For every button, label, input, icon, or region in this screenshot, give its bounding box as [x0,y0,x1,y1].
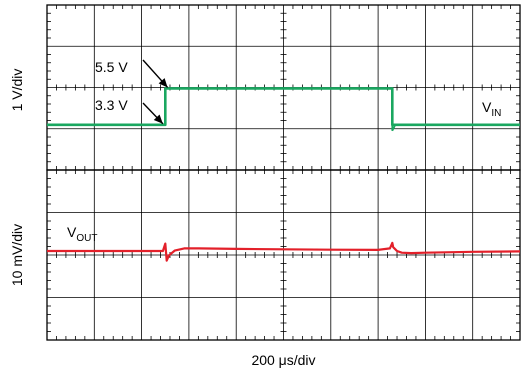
vin-series-label: VIN [482,99,501,119]
vout-label-main: V [67,224,77,240]
vout-label-sub: OUT [76,233,97,244]
bottom-ylabel: 10 mV/div [9,224,25,286]
vin-falling-edge-glitch [391,124,397,132]
panel-frame [46,169,521,341]
top-panel-grid [46,4,521,171]
vout-trace [47,241,521,262]
bottom-panel-grid [46,169,521,341]
annotation-5v5-label: 5.5 V [95,59,128,75]
vin-label-main: V [482,99,492,115]
trace-layer [47,87,521,262]
top-ylabel: 1 V/div [9,69,25,112]
x-scale-label: 200 μs/div [251,352,315,368]
annotation-arrowhead [153,114,163,124]
annotation-arrowhead [158,78,168,88]
vin-trace [47,87,520,127]
annotation-3v3-label: 3.3 V [95,97,128,113]
vin-label-sub: IN [491,108,501,119]
vout-series-label: VOUT [67,224,97,244]
